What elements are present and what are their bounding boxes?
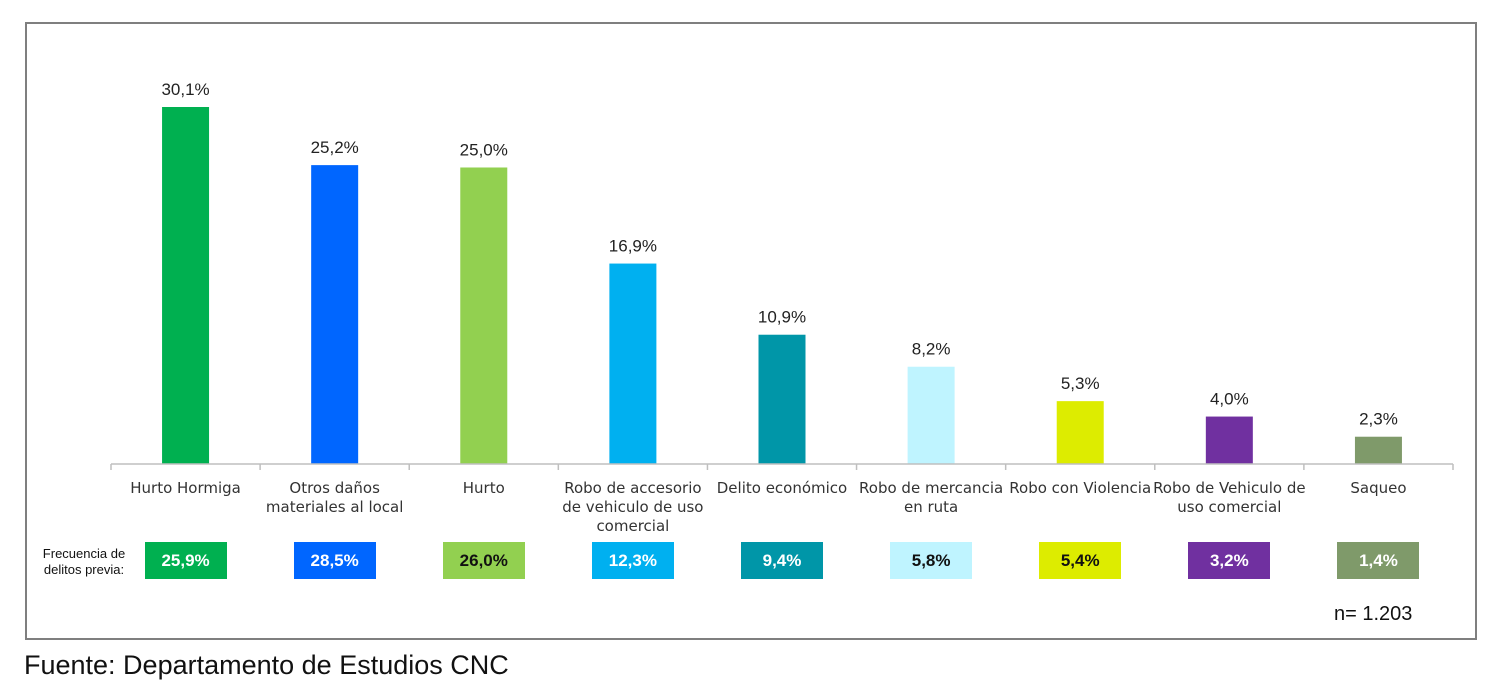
- category-label-4: comercial: [596, 517, 669, 535]
- bar-7: [1056, 401, 1104, 464]
- bar-9: [1354, 436, 1402, 464]
- x-ticks: [110, 464, 1454, 470]
- previous-frequency-chip-1: 25,9%: [144, 542, 227, 579]
- previous-frequency-chip-3: 26,0%: [442, 542, 525, 579]
- bars-group: [162, 107, 1402, 464]
- bar-2: [311, 165, 359, 464]
- value-label-1: 30,1%: [161, 80, 209, 99]
- sample-size: n= 1.203: [1334, 603, 1413, 625]
- value-label-9: 2,3%: [1359, 410, 1398, 429]
- category-label-2: materiales al local: [266, 498, 404, 516]
- value-label-2: 25,2%: [311, 138, 359, 157]
- category-label-1: Hurto Hormiga: [130, 479, 241, 497]
- value-label-7: 5,3%: [1061, 374, 1100, 393]
- category-label-6: Robo de mercancia: [859, 479, 1003, 497]
- category-label-5: Delito económico: [717, 479, 847, 497]
- category-label-9: Saqueo: [1350, 479, 1406, 497]
- bar-8: [1205, 416, 1253, 464]
- value-label-5: 10,9%: [758, 308, 806, 327]
- value-label-8: 4,0%: [1210, 390, 1249, 409]
- bar-1: [162, 107, 210, 464]
- previous-frequency-chip-4: 12,3%: [591, 542, 674, 579]
- previous-frequency-chip-7: 5,4%: [1039, 542, 1122, 579]
- value-labels: 30,1% 25,2% 25,0% 16,9% 10,9% 8,2% 5,3% 4,0% 2,3…: [161, 80, 1397, 429]
- value-label-6: 8,2%: [912, 340, 951, 359]
- bar-5: [758, 334, 806, 464]
- category-label-3: Hurto: [463, 479, 505, 497]
- previous-frequency-chip-8: 3,2%: [1188, 542, 1271, 579]
- chart-frame: [25, 22, 1477, 640]
- value-label-4: 16,9%: [609, 237, 657, 256]
- bar-6: [907, 366, 955, 464]
- category-label-4: de vehiculo de uso: [562, 498, 703, 516]
- category-label-6: en ruta: [904, 498, 958, 516]
- category-label-8: Robo de Vehiculo de: [1153, 479, 1306, 497]
- previous-frequency-chip-6: 5,8%: [890, 542, 973, 579]
- value-label-3: 25,0%: [460, 140, 508, 159]
- bar-4: [609, 263, 657, 464]
- category-label-8: uso comercial: [1177, 498, 1281, 516]
- source-note: Fuente: Departamento de Estudios CNC: [24, 650, 509, 680]
- previous-frequency-chip-2: 28,5%: [293, 542, 376, 579]
- previous-frequency-label-line-2: delitos previa:: [43, 562, 125, 577]
- previous-frequency-label: Frecuencia de delitos previa:: [34, 546, 134, 578]
- category-label-2: Otros daños: [289, 479, 380, 497]
- previous-frequency-chip-9: 1,4%: [1337, 542, 1420, 579]
- previous-frequency-label-line-1: Frecuencia de: [42, 546, 126, 561]
- category-label-4: Robo de accesorio: [564, 479, 701, 497]
- bar-3: [460, 167, 508, 464]
- previous-frequency-chip-5: 9,4%: [741, 542, 823, 579]
- category-label-7: Robo con Violencia: [1009, 479, 1151, 497]
